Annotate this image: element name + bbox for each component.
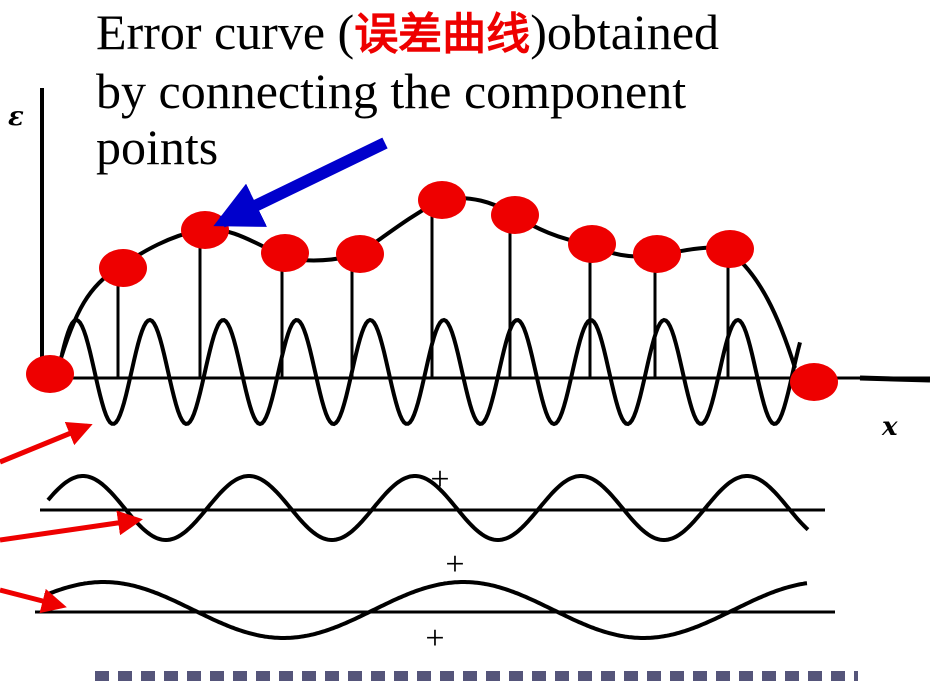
component-point-6 [418, 181, 466, 219]
component-point-7 [491, 196, 539, 234]
caption-line-1-start: Error curve ( [96, 4, 355, 60]
component-point-9 [633, 235, 681, 273]
component-point-4 [261, 234, 309, 272]
caption-line-2: by connecting the component [96, 63, 687, 119]
caption-highlight: 误差曲线 [354, 9, 531, 60]
component-point-1 [26, 355, 74, 393]
component-point-10 [706, 230, 754, 268]
blue-arrow [213, 137, 388, 228]
component-point-11 [790, 363, 838, 401]
plus-sign-1: + [430, 461, 450, 498]
error-curve [56, 196, 797, 369]
component-wave-3 [44, 580, 808, 640]
ordinate-lines [116, 204, 730, 378]
component-point-8 [568, 225, 616, 263]
component-point-2 [99, 249, 147, 287]
plus-sign-3: + [425, 620, 445, 657]
component-point-5 [336, 235, 384, 273]
red-arrow-2 [0, 510, 143, 543]
x-axis-ext [859, 375, 930, 383]
x-axis-label: x [882, 412, 898, 442]
component-points [26, 181, 838, 401]
y-axis-label: ε [8, 102, 24, 132]
red-arrow-3 [0, 587, 67, 614]
caption-line-3: points [96, 119, 219, 175]
caption: Error curve (误差曲线)obtained by connecting… [96, 4, 926, 175]
component-wave-2 [46, 474, 810, 543]
red-arrow-1 [0, 422, 93, 465]
caption-line-1-end: )obtained [530, 4, 720, 60]
caption-line-1: Error curve (误差曲线)obtained [96, 4, 926, 63]
plus-sign-2: + [445, 546, 465, 583]
